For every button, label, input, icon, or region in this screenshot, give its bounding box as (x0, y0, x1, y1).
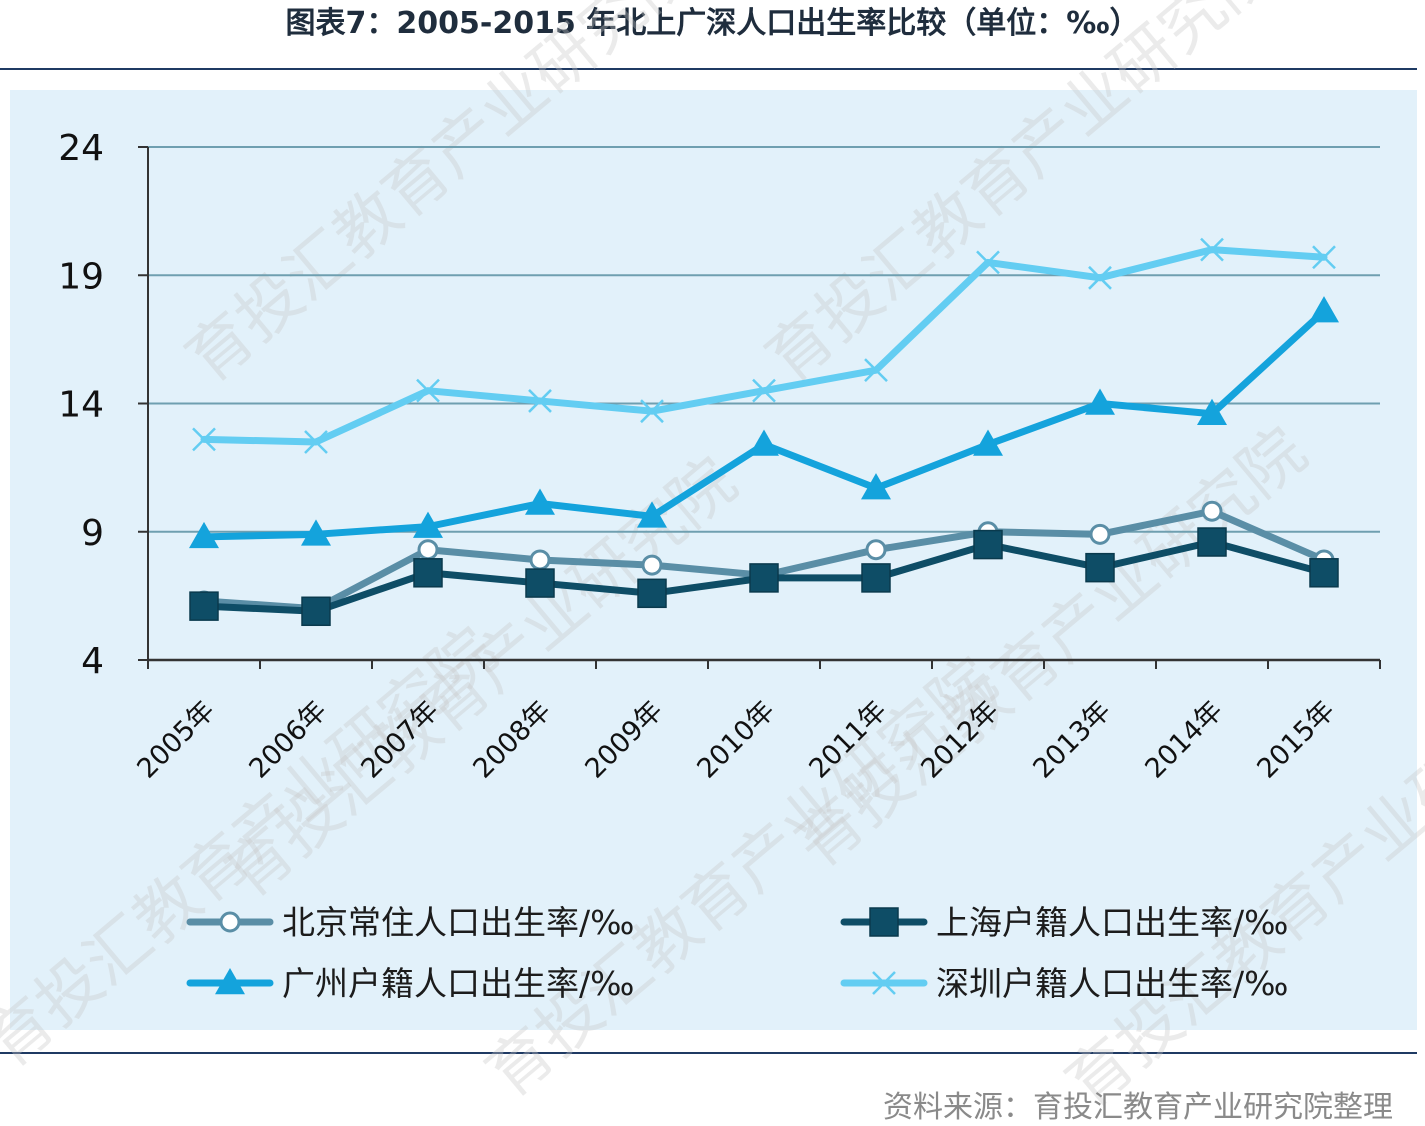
x-tick-label: 2014年 (1139, 695, 1229, 785)
marker-triangle (1085, 388, 1115, 415)
marker-square (869, 907, 899, 937)
marker-x (1088, 265, 1112, 290)
axes (138, 146, 1381, 669)
marker-square (1085, 552, 1115, 583)
watermark-text: 育投汇教育产业研究院 (753, 0, 1291, 397)
legend-label: 深圳户籍人口出生率/‰ (936, 964, 1288, 1003)
marker-x (1200, 237, 1224, 262)
marker-open-circle (865, 539, 887, 561)
marker-square (1309, 558, 1339, 588)
marker-x (976, 250, 1000, 275)
marker-x (192, 427, 216, 452)
marker-triangle (1309, 296, 1339, 323)
x-tick-label: 2009年 (579, 695, 669, 785)
y-tick-label: 19 (58, 256, 104, 297)
marker-square (301, 596, 331, 627)
y-tick-label: 9 (81, 513, 104, 554)
marker-x (528, 389, 552, 413)
marker-square (525, 568, 555, 598)
marker-x (416, 378, 440, 403)
marker-x (864, 358, 888, 383)
top-divider (0, 68, 1417, 70)
legend-label: 上海户籍人口出生率/‰ (936, 903, 1288, 942)
y-tick-label: 14 (58, 385, 104, 426)
source-note: 资料来源：育投汇教育产业研究院整理 (883, 1090, 1393, 1125)
marker-triangle (215, 968, 245, 995)
marker-x (304, 430, 328, 454)
marker-x (872, 971, 896, 995)
y-tick-label: 24 (58, 128, 104, 169)
watermark-text: 育投汇教育产业研究院 (173, 0, 711, 397)
marker-square (861, 563, 891, 593)
x-tick-label: 2015年 (1251, 695, 1341, 785)
marker-triangle (973, 429, 1003, 456)
marker-triangle (301, 519, 331, 546)
x-tick-label: 2010年 (691, 695, 781, 785)
marker-open-circle (641, 554, 663, 576)
marker-triangle (413, 511, 443, 538)
marker-open-circle (529, 549, 551, 571)
marker-triangle (861, 473, 891, 500)
bottom-divider (0, 1052, 1417, 1054)
marker-triangle (749, 429, 779, 456)
marker-square (413, 558, 443, 588)
marker-square (189, 591, 219, 621)
series-markers (189, 237, 1339, 627)
marker-open-circle (1201, 500, 1223, 522)
marker-open-circle (1089, 523, 1111, 545)
marker-square (973, 529, 1003, 560)
chart-panel (10, 90, 1417, 1030)
x-tick-label: 2005年 (131, 695, 221, 785)
marker-triangle (189, 521, 219, 549)
marker-square (637, 578, 667, 609)
chart-title: 图表7：2005-2015 年北上广深人口出生率比较（单位：‰） (285, 6, 1140, 41)
y-tick-label: 4 (81, 641, 104, 682)
legend: 北京常住人口出生率/‰ 上海户籍人口出生率/‰ 广州户籍人口出生率/‰ 深圳户籍人口出… (186, 903, 1288, 1003)
x-tick-label: 2013年 (1027, 695, 1117, 785)
marker-triangle (525, 488, 555, 515)
legend-label: 北京常住人口出生率/‰ (282, 903, 634, 942)
marker-open-circle (219, 911, 241, 933)
legend-label: 广州户籍人口出生率/‰ (282, 964, 634, 1003)
marker-triangle (1197, 398, 1227, 426)
marker-open-circle (417, 539, 439, 561)
marker-square (749, 563, 779, 593)
marker-x (752, 378, 776, 403)
marker-square (1197, 527, 1227, 557)
marker-x (640, 399, 664, 424)
marker-triangle (637, 501, 667, 528)
y-tick-labels: 4 9 14 19 24 (58, 128, 104, 682)
marker-x (1312, 245, 1336, 270)
